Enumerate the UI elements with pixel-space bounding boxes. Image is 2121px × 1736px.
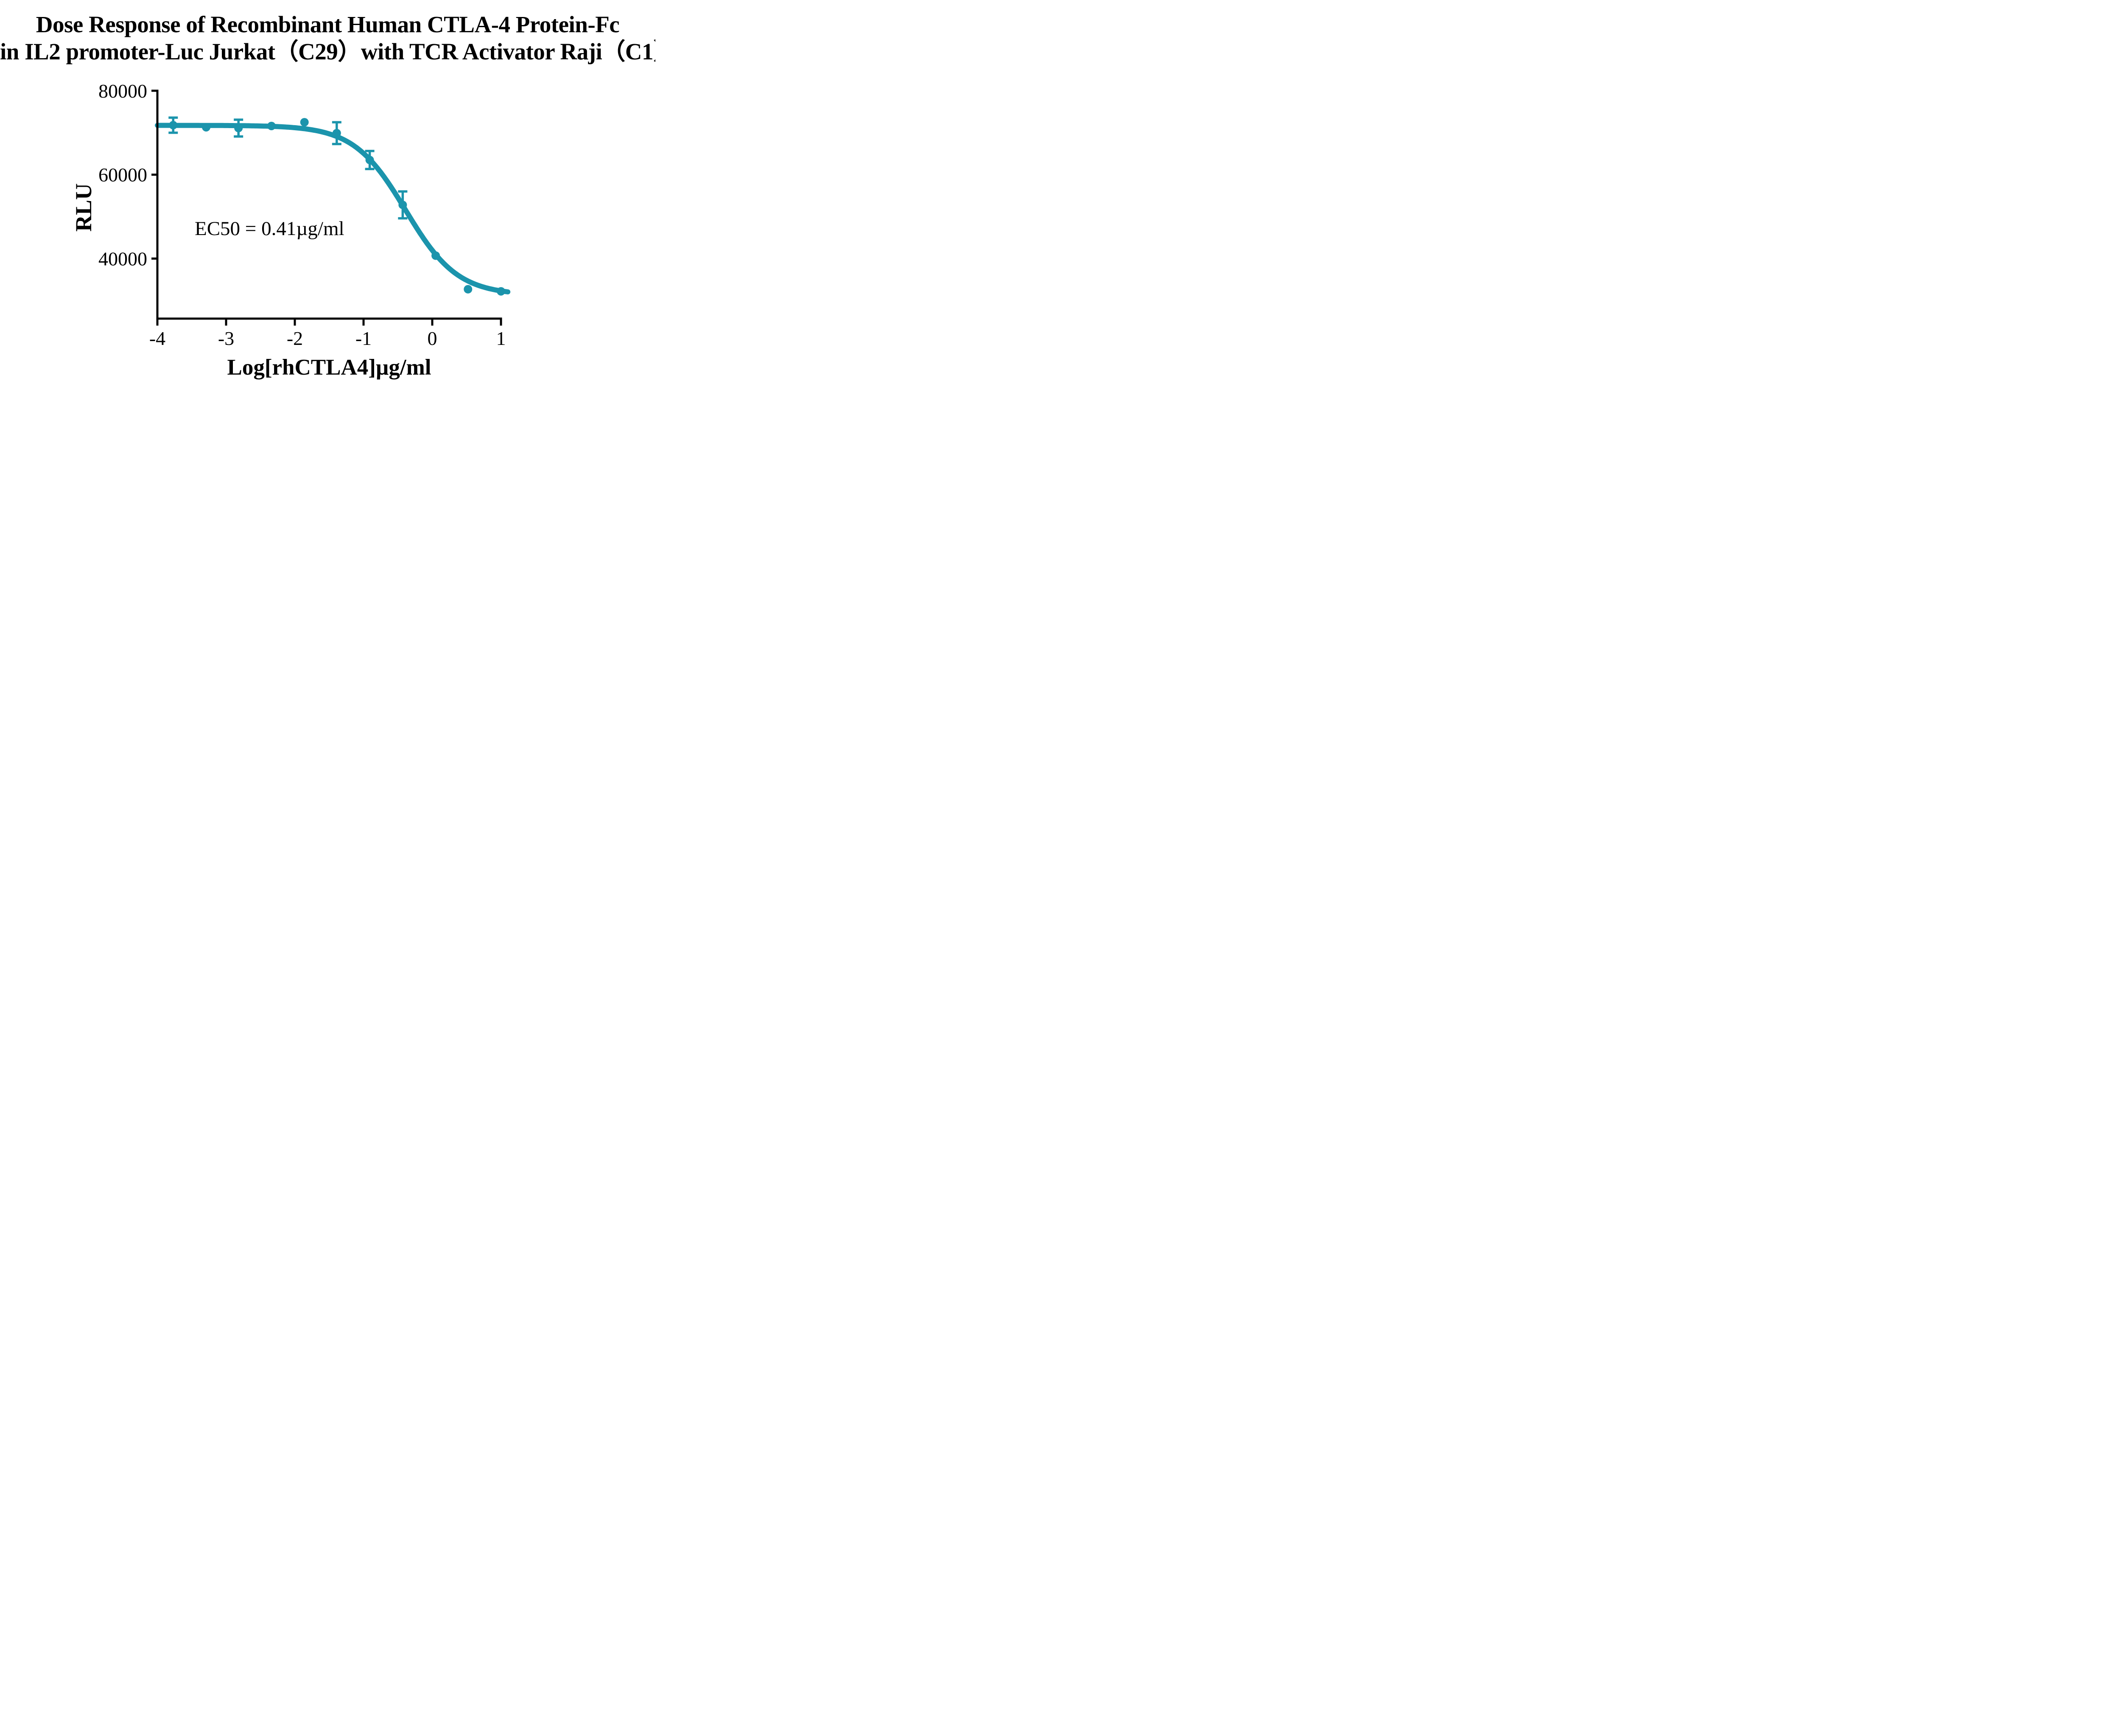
fit-curve bbox=[155, 123, 511, 294]
x-tick-label: 0 bbox=[428, 328, 437, 349]
data-point bbox=[202, 123, 211, 132]
x-tick-label: -2 bbox=[287, 328, 303, 349]
x-tick-label: -4 bbox=[149, 328, 165, 349]
data-point bbox=[300, 118, 309, 127]
x-axis-title: Log[rhCTLA4]µg/ml bbox=[227, 355, 431, 380]
chart-title: Dose Response of Recombinant Human CTLA-… bbox=[0, 11, 655, 65]
data-point bbox=[332, 129, 341, 137]
x-tick-label: -3 bbox=[218, 328, 234, 349]
data-point bbox=[365, 156, 374, 165]
y-tick-label: 60000 bbox=[98, 164, 147, 186]
x-tick-label: -1 bbox=[355, 328, 372, 349]
data-point bbox=[267, 121, 276, 130]
data-point bbox=[431, 251, 440, 260]
x-tick-label: 1 bbox=[496, 328, 506, 349]
chart-title-line2: in IL2 promoter-Luc Jurkat（C29）with TCR … bbox=[0, 38, 655, 64]
y-tick-label: 40000 bbox=[98, 248, 147, 270]
data-point bbox=[398, 200, 407, 209]
data-point bbox=[497, 287, 505, 296]
data-point bbox=[169, 121, 178, 130]
data-point bbox=[234, 123, 243, 132]
chart-title-line1: Dose Response of Recombinant Human CTLA-… bbox=[36, 11, 620, 37]
ec50-annotation: EC50 = 0.41µg/ml bbox=[195, 218, 344, 240]
dose-response-plot: 40000 60000 80000 -4 -3 -2 -1 0 1 bbox=[98, 80, 511, 349]
data-point bbox=[464, 285, 473, 294]
y-tick-label: 80000 bbox=[98, 80, 147, 102]
dose-response-figure: Dose Response of Recombinant Human CTLA-… bbox=[0, 0, 655, 395]
